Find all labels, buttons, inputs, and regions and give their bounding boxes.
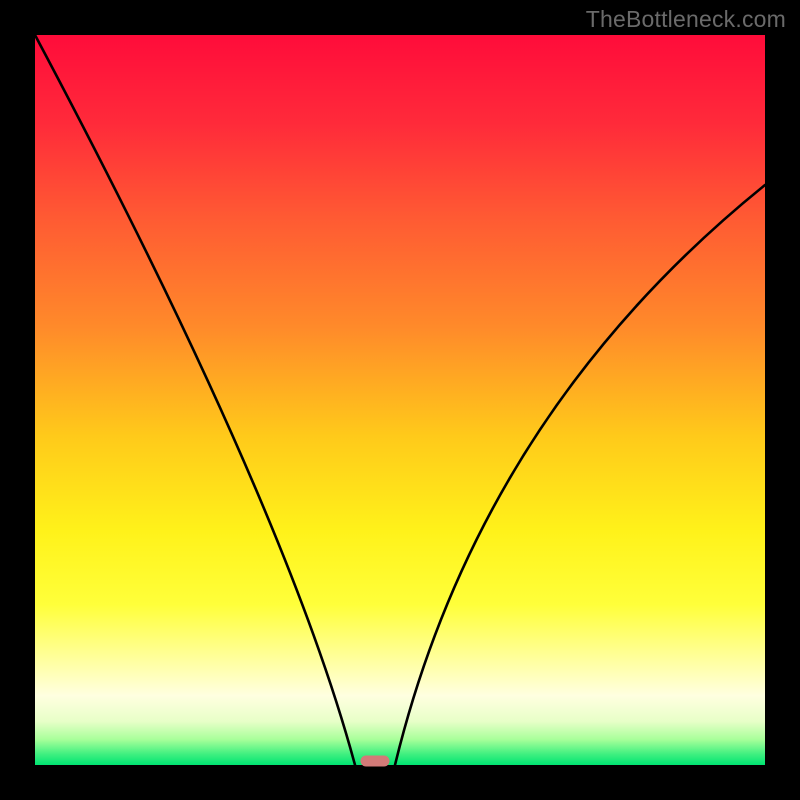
plot-area: [35, 35, 765, 765]
chart-canvas: TheBottleneck.com: [0, 0, 800, 800]
bottleneck-chart: [0, 0, 800, 800]
minimum-marker: [361, 756, 389, 766]
watermark-label: TheBottleneck.com: [586, 6, 786, 33]
